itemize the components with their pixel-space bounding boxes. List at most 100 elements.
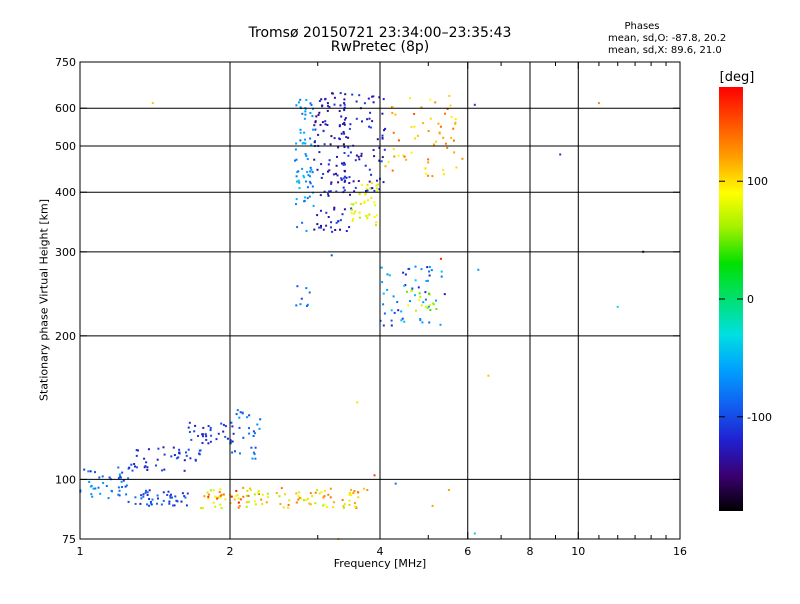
data-point: [197, 435, 199, 437]
data-point: [343, 169, 346, 172]
data-point: [256, 423, 259, 426]
data-point: [329, 143, 332, 146]
data-point: [304, 142, 307, 145]
x-axis-label: Frequency [MHz]: [333, 557, 427, 570]
data-point: [344, 93, 347, 96]
data-point: [375, 187, 378, 190]
data-point: [147, 448, 150, 451]
data-point: [297, 498, 300, 501]
data-point: [320, 209, 322, 212]
data-point: [428, 270, 430, 273]
data-point: [313, 124, 316, 127]
data-point: [178, 452, 181, 455]
data-point: [400, 310, 403, 313]
data-point: [411, 287, 414, 290]
data-point: [425, 280, 428, 282]
data-point: [357, 496, 360, 499]
data-point: [350, 202, 353, 205]
data-point: [391, 106, 394, 109]
data-point: [428, 292, 431, 295]
data-point: [198, 453, 201, 456]
data-point: [391, 169, 394, 172]
data-point: [321, 121, 324, 124]
data-point: [348, 127, 351, 130]
data-point: [384, 165, 387, 168]
data-point: [330, 135, 333, 138]
data-point: [171, 496, 173, 499]
data-point: [97, 486, 100, 489]
data-point: [194, 458, 197, 461]
data-point: [342, 505, 345, 508]
data-point: [368, 168, 371, 171]
data-point: [424, 291, 427, 294]
data-point: [355, 100, 358, 103]
data-point: [340, 178, 343, 181]
data-point: [188, 421, 191, 424]
data-point: [236, 494, 239, 497]
data-point: [344, 163, 346, 166]
data-point: [348, 492, 351, 495]
data-point: [90, 493, 93, 496]
data-point: [365, 187, 368, 190]
data-point: [381, 112, 384, 115]
data-point: [328, 169, 331, 172]
data-point: [402, 271, 405, 274]
data-point: [392, 295, 395, 298]
data-point: [418, 292, 421, 295]
data-point: [397, 154, 400, 157]
data-point: [325, 506, 328, 508]
data-point: [437, 122, 440, 125]
data-point: [375, 224, 377, 227]
data-point: [90, 484, 93, 487]
data-point: [368, 180, 371, 183]
data-point: [299, 139, 302, 142]
data-point: [366, 183, 369, 186]
x-tick-label: 2: [227, 545, 234, 558]
data-point: [107, 497, 110, 500]
data-point: [202, 426, 205, 429]
data-point: [163, 453, 166, 456]
x-tick-label: 1: [77, 545, 84, 558]
data-point: [118, 489, 121, 492]
data-point: [343, 118, 346, 121]
data-point: [120, 480, 123, 483]
data-point: [295, 104, 298, 107]
x-tick-label: 6: [464, 545, 471, 558]
data-point: [428, 274, 431, 277]
data-point: [222, 430, 225, 433]
data-point: [224, 498, 227, 501]
data-point: [215, 438, 218, 441]
data-point: [332, 506, 335, 509]
data-point: [343, 503, 346, 506]
data-point: [429, 117, 432, 120]
data-point: [172, 446, 175, 449]
data-point: [414, 137, 417, 140]
data-point: [367, 214, 369, 217]
data-point: [338, 137, 341, 140]
data-point: [150, 503, 153, 506]
data-point: [348, 499, 351, 502]
data-point: [322, 130, 325, 133]
data-point: [320, 98, 323, 101]
data-point: [231, 425, 234, 428]
data-point: [247, 494, 250, 497]
data-point: [259, 418, 262, 421]
data-point: [363, 102, 366, 105]
data-point: [304, 110, 307, 113]
data-point: [242, 486, 245, 489]
y-axis-label: Stationary phase Virtual Height [km]: [37, 198, 51, 402]
data-point: [394, 482, 397, 485]
data-point: [350, 212, 353, 215]
data-point: [309, 112, 312, 114]
data-point: [143, 466, 146, 469]
data-point: [443, 293, 446, 296]
data-point: [298, 496, 301, 499]
data-point: [117, 466, 120, 469]
y-tick-label: 100: [55, 473, 76, 486]
data-point: [307, 497, 309, 500]
data-point: [337, 220, 340, 223]
data-point: [370, 197, 373, 199]
data-point: [230, 421, 233, 424]
data-point: [343, 109, 346, 112]
data-point: [305, 155, 308, 157]
